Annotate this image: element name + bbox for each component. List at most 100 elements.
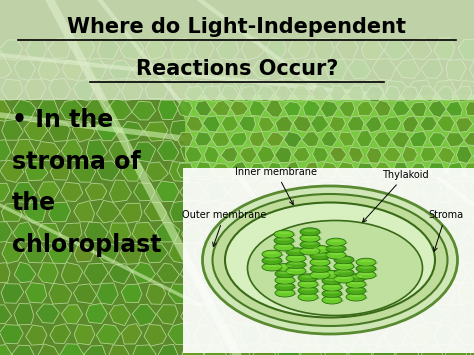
Polygon shape — [321, 162, 337, 178]
Ellipse shape — [300, 241, 320, 248]
Polygon shape — [146, 39, 167, 60]
Polygon shape — [384, 39, 408, 60]
Ellipse shape — [310, 262, 332, 265]
Ellipse shape — [275, 267, 297, 270]
Polygon shape — [240, 147, 257, 163]
Ellipse shape — [298, 286, 318, 295]
Polygon shape — [348, 147, 364, 163]
Polygon shape — [14, 304, 34, 325]
Polygon shape — [177, 100, 192, 117]
Polygon shape — [313, 38, 334, 60]
Polygon shape — [356, 130, 373, 147]
Ellipse shape — [300, 244, 322, 247]
Polygon shape — [132, 304, 156, 326]
Polygon shape — [0, 324, 23, 344]
Polygon shape — [396, 59, 420, 79]
Polygon shape — [337, 324, 361, 346]
Polygon shape — [277, 100, 301, 120]
Polygon shape — [420, 147, 437, 162]
Polygon shape — [73, 79, 94, 101]
Ellipse shape — [334, 278, 356, 282]
Polygon shape — [372, 345, 395, 355]
Polygon shape — [38, 60, 60, 81]
Text: chloroplast: chloroplast — [12, 233, 162, 257]
Polygon shape — [411, 163, 427, 179]
Polygon shape — [468, 221, 474, 242]
Polygon shape — [349, 182, 371, 201]
Polygon shape — [158, 100, 178, 120]
Polygon shape — [61, 182, 83, 202]
Polygon shape — [288, 39, 311, 59]
Polygon shape — [109, 305, 130, 326]
Polygon shape — [121, 284, 142, 302]
Polygon shape — [194, 243, 216, 263]
Polygon shape — [301, 344, 322, 355]
Polygon shape — [429, 133, 446, 147]
Polygon shape — [470, 58, 474, 80]
Ellipse shape — [262, 263, 282, 271]
Ellipse shape — [275, 270, 295, 278]
Polygon shape — [1, 284, 24, 303]
Polygon shape — [12, 182, 36, 202]
Polygon shape — [337, 243, 360, 263]
Ellipse shape — [274, 243, 294, 251]
Polygon shape — [204, 146, 219, 163]
Polygon shape — [383, 147, 401, 162]
Polygon shape — [445, 345, 467, 355]
Ellipse shape — [346, 274, 366, 282]
Polygon shape — [283, 102, 301, 116]
Ellipse shape — [359, 273, 373, 275]
Polygon shape — [362, 120, 383, 140]
Ellipse shape — [356, 258, 376, 266]
Polygon shape — [249, 132, 265, 147]
Text: stroma of: stroma of — [12, 150, 141, 174]
Polygon shape — [182, 59, 202, 79]
Ellipse shape — [349, 295, 363, 297]
Polygon shape — [84, 222, 108, 242]
Polygon shape — [301, 140, 324, 161]
Polygon shape — [204, 345, 228, 355]
Polygon shape — [257, 146, 275, 163]
Polygon shape — [421, 344, 444, 355]
Polygon shape — [12, 345, 35, 355]
Polygon shape — [374, 100, 394, 120]
Polygon shape — [14, 262, 36, 283]
Polygon shape — [350, 223, 371, 242]
Polygon shape — [445, 305, 467, 323]
Polygon shape — [14, 59, 36, 80]
Ellipse shape — [346, 286, 366, 295]
Polygon shape — [265, 79, 288, 101]
Polygon shape — [180, 182, 204, 201]
Polygon shape — [325, 100, 347, 119]
Polygon shape — [120, 244, 142, 264]
Ellipse shape — [310, 264, 330, 273]
Polygon shape — [109, 345, 131, 355]
Ellipse shape — [286, 261, 306, 269]
Ellipse shape — [356, 274, 378, 278]
Polygon shape — [170, 120, 192, 141]
Polygon shape — [2, 242, 24, 263]
Ellipse shape — [298, 277, 320, 280]
Ellipse shape — [329, 246, 343, 248]
Polygon shape — [50, 162, 70, 180]
Polygon shape — [0, 40, 23, 60]
Ellipse shape — [334, 275, 354, 283]
Ellipse shape — [262, 257, 282, 264]
Polygon shape — [392, 132, 410, 148]
Polygon shape — [230, 101, 248, 116]
Polygon shape — [241, 37, 264, 60]
Polygon shape — [249, 163, 266, 179]
Polygon shape — [26, 283, 47, 303]
Polygon shape — [204, 262, 226, 283]
Polygon shape — [239, 86, 256, 102]
Ellipse shape — [325, 272, 339, 274]
Polygon shape — [195, 132, 212, 146]
Polygon shape — [97, 79, 120, 101]
Polygon shape — [284, 162, 301, 177]
Polygon shape — [60, 100, 84, 121]
Polygon shape — [192, 162, 215, 179]
Ellipse shape — [301, 275, 315, 278]
Polygon shape — [84, 100, 108, 121]
Polygon shape — [445, 263, 467, 284]
Ellipse shape — [298, 290, 320, 293]
